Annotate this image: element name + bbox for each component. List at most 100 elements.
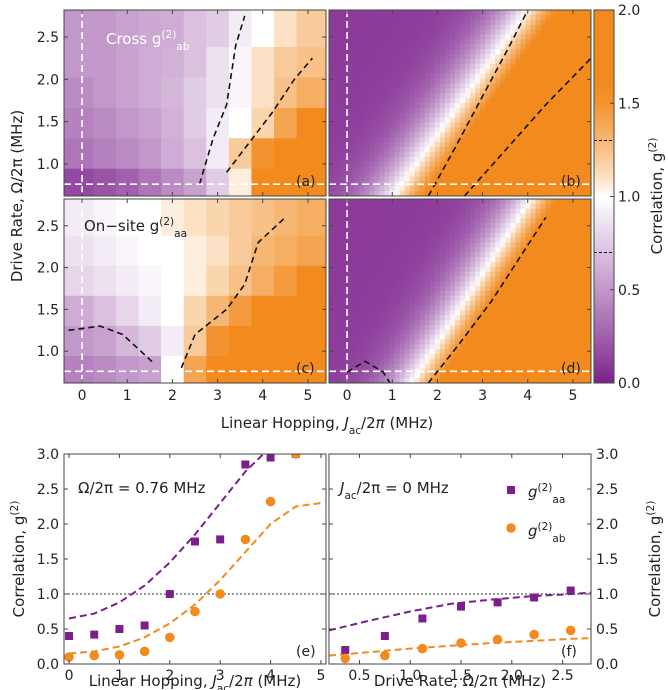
cell-b-23-19 [424,122,431,129]
cell-b-20-42 [540,107,547,114]
cell-b-15-9 [374,83,380,89]
cell-b-12-18 [419,68,426,75]
cell-b-18-1 [334,98,340,104]
cell-b-6-13 [394,39,401,45]
cell-d-5-42 [540,223,547,229]
cell-d-5-16 [409,223,416,229]
cell-b-14-16 [409,78,416,85]
cell-b-9-51 [585,54,591,60]
cell-d-10-22 [439,247,446,253]
cell-b-0-6 [359,10,365,16]
cell-b-25-50 [580,132,587,138]
cell-d-36-21 [434,373,441,379]
ytick-label-a-2.5: 2.5 [37,30,59,46]
cell-d-15-21 [434,271,441,278]
cell-b-28-13 [394,147,401,153]
cell-d-7-41 [535,232,542,239]
cell-d-10-21 [434,247,441,253]
cell-d-29-44 [550,339,557,345]
cell-b-16-25 [454,88,461,94]
cell-d-8-10 [379,237,386,244]
cell-b-36-20 [429,186,436,192]
cell-d-17-14 [399,281,406,287]
cell-d-25-12 [389,320,396,326]
cell-d-31-16 [409,349,416,355]
cell-a-1-2 [115,135,140,169]
cell-b-31-12 [389,161,396,168]
cell-b-1-51 [585,14,591,21]
cell-b-4-29 [475,29,481,36]
panel-c-cells [64,199,326,383]
cell-d-14-46 [560,266,567,273]
cell-d-27-25 [454,329,461,336]
cell-d-24-13 [394,315,401,321]
cell-d-1-2 [339,203,345,210]
cell-d-4-32 [490,218,496,224]
cell-b-12-48 [570,68,577,75]
cell-b-17-21 [434,93,441,99]
cell-d-25-9 [374,320,380,326]
cell-d-26-18 [419,324,426,331]
cell-b-10-4 [349,58,355,65]
cell-d-14-43 [545,266,552,273]
cell-b-17-7 [364,93,370,99]
cell-d-22-16 [409,305,416,311]
cell-d-29-35 [505,339,511,345]
cell-d-25-20 [429,320,436,326]
cell-d-6-38 [520,228,527,234]
cell-b-28-22 [439,147,446,153]
cell-d-25-47 [565,320,572,326]
cell-b-22-50 [580,117,587,124]
cell-b-19-43 [545,103,552,109]
cell-b-9-11 [384,54,391,60]
cell-d-7-11 [384,232,391,239]
cell-d-15-19 [424,271,431,278]
cell-d-24-23 [444,315,451,321]
cell-a-3-4 [161,75,185,108]
cell-d-18-17 [414,286,421,292]
cell-d-15-51 [585,271,591,278]
cell-b-10-37 [515,58,522,65]
cell-b-17-33 [495,93,501,99]
cell-b-14-48 [570,78,577,85]
cell-b-1-30 [480,14,486,21]
panel-label-e: (e) [296,644,316,660]
cell-b-33-2 [339,171,345,178]
cell-b-21-41 [535,112,542,119]
cell-d-26-40 [530,324,537,331]
cell-b-28-40 [530,147,537,153]
cell-d-6-31 [485,228,491,234]
cell-b-13-47 [565,73,572,80]
cell-b-24-19 [424,127,431,133]
cell-d-26-0 [329,324,335,331]
cell-b-29-38 [520,151,527,158]
cell-d-32-40 [530,353,537,360]
cell-d-36-47 [565,373,572,379]
cell-d-28-9 [374,334,380,341]
cell-d-6-0 [329,228,335,234]
cell-d-32-51 [585,353,591,360]
cell-b-29-7 [364,151,370,158]
cell-d-34-19 [424,363,431,370]
cell-d-11-41 [535,252,542,258]
cell-c-1-3 [138,323,162,356]
cell-b-27-38 [520,142,527,148]
cell-d-18-41 [535,286,542,292]
cell-d-18-33 [495,286,501,292]
legend-label-ab: g(2)ab [528,521,566,545]
cell-b-25-20 [429,132,436,138]
cell-b-19-0 [329,103,335,109]
cell-b-17-20 [429,93,436,99]
cell-b-2-49 [575,19,582,26]
cell-d-9-45 [555,242,562,249]
cell-b-32-10 [379,166,386,173]
cell-b-22-28 [470,117,476,124]
cell-d-28-13 [394,334,401,341]
cell-d-18-38 [520,286,527,292]
cell-b-27-41 [535,142,542,148]
cell-d-10-44 [550,247,557,253]
cell-b-33-32 [490,171,496,178]
xtick-label-c-3: 3 [213,388,222,404]
cell-b-28-27 [465,147,471,153]
cell-d-5-33 [495,223,501,229]
